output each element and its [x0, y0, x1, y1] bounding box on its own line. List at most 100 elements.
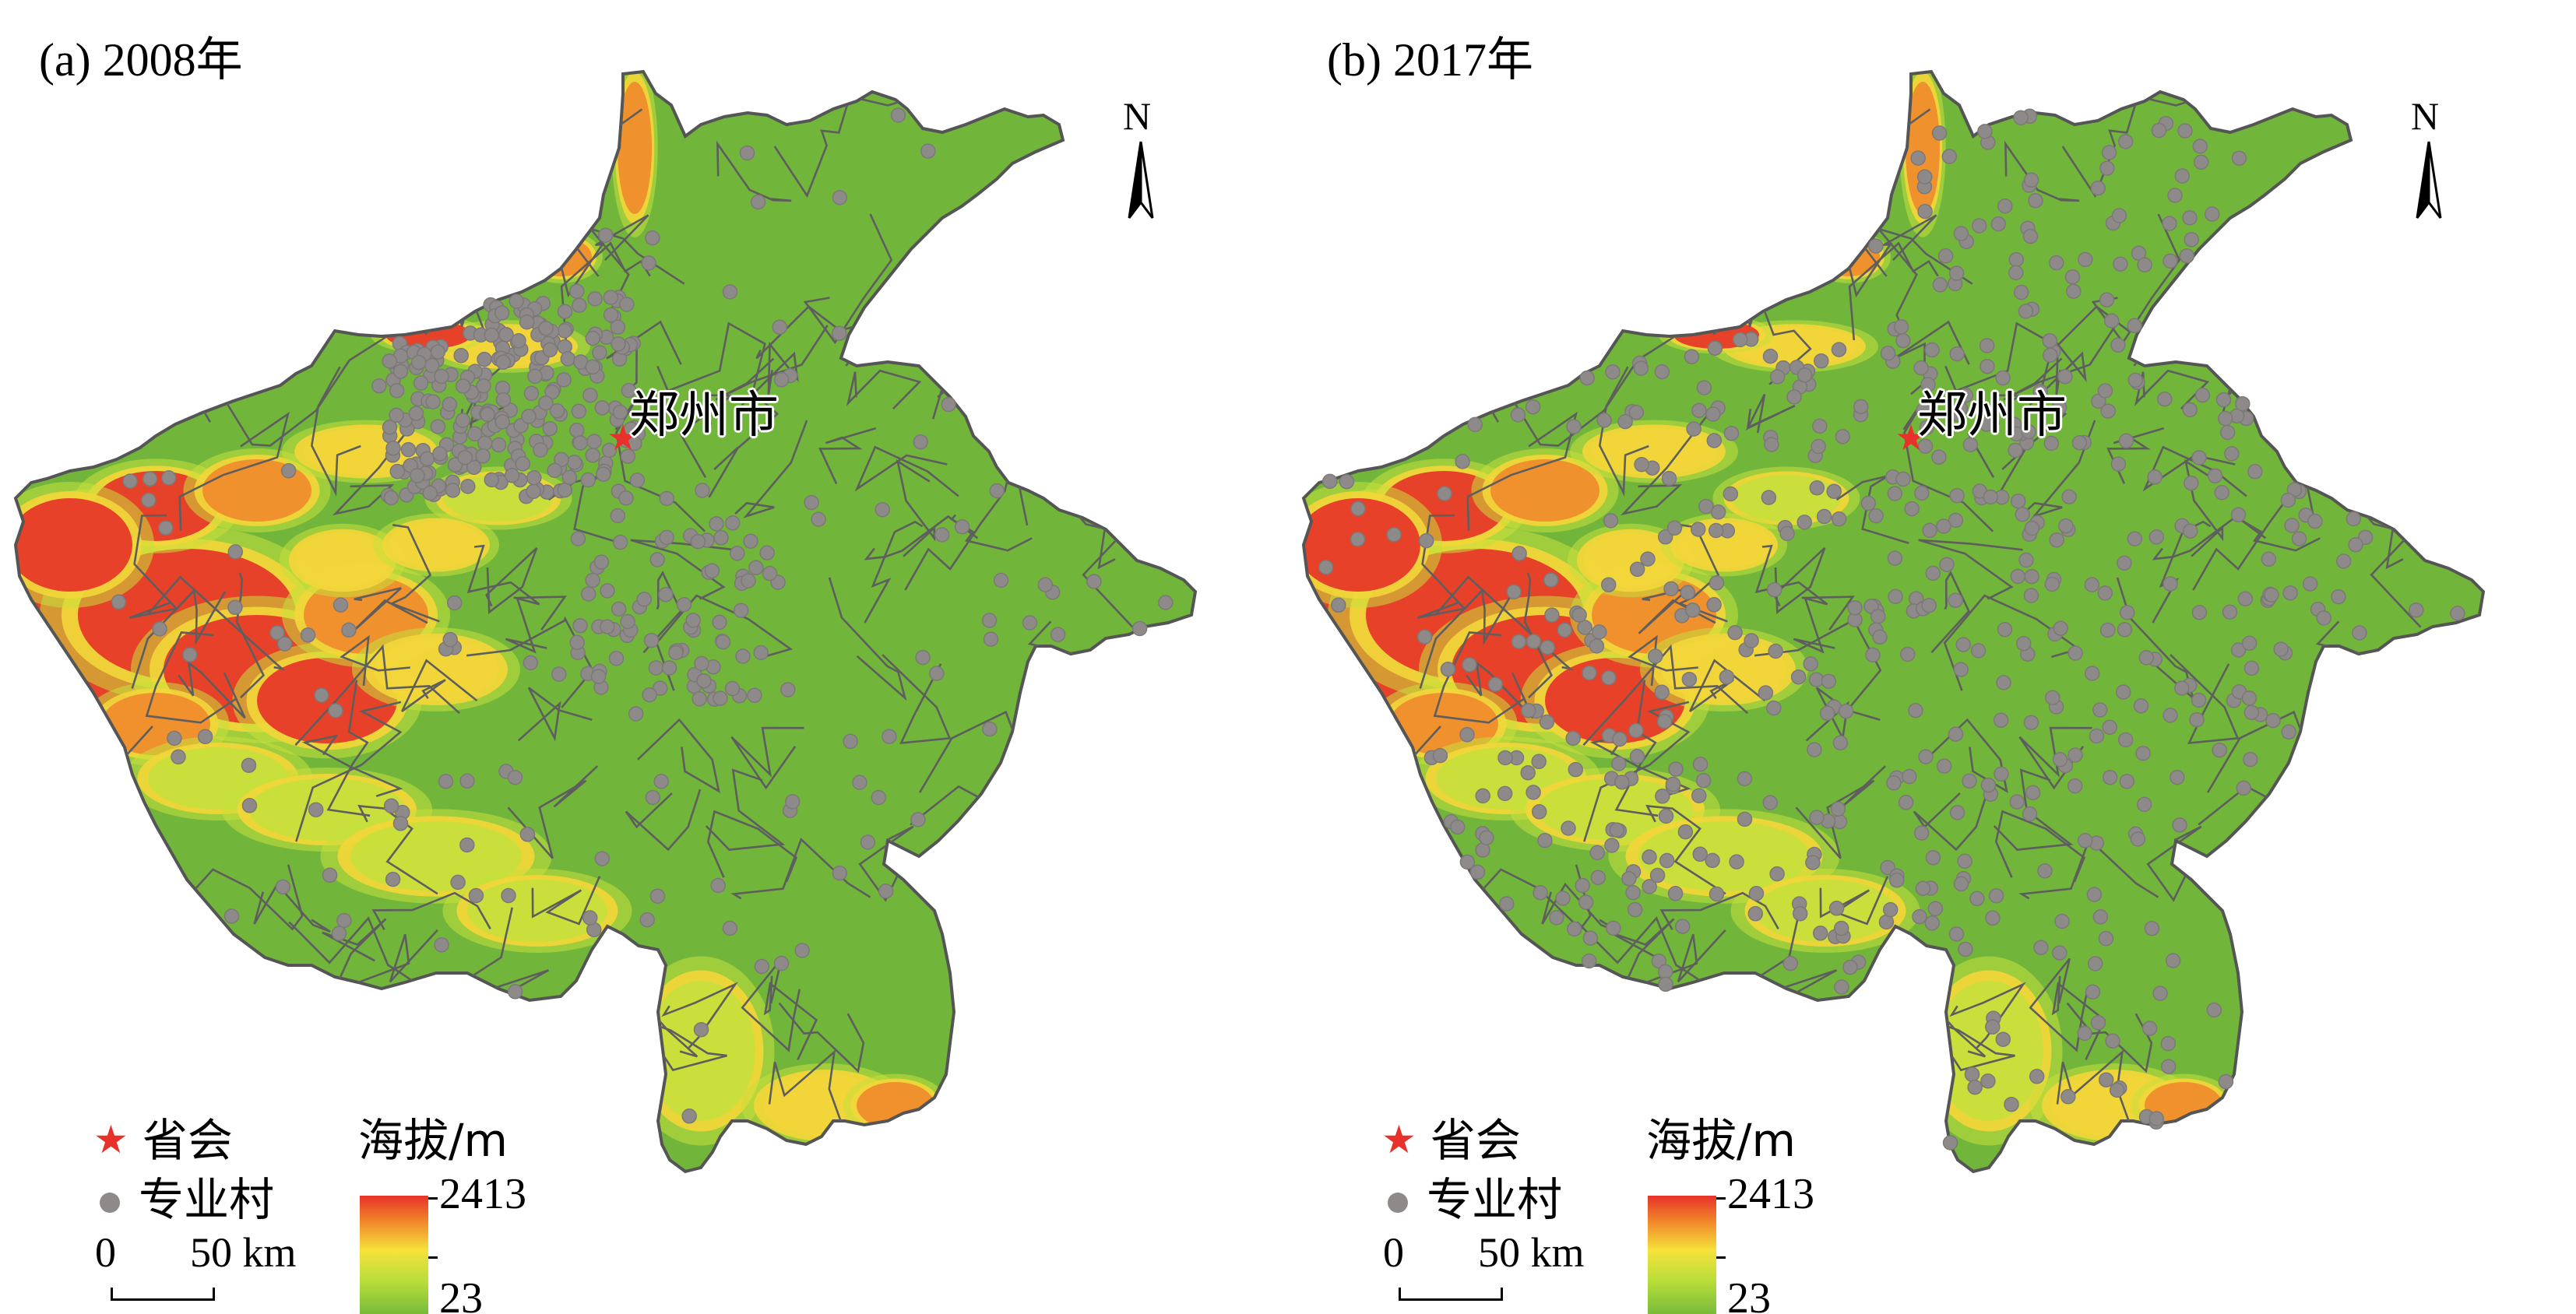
village-point [2243, 704, 2260, 721]
village-point [2230, 642, 2247, 658]
village-point [636, 592, 652, 607]
county-boundary [2018, 726, 2092, 790]
village-point [1969, 891, 1985, 907]
county-boundary [1576, 916, 1733, 1003]
village-point [460, 479, 476, 494]
county-boundary [1783, 72, 1817, 93]
village-points [1318, 108, 2465, 1151]
village-point [453, 347, 469, 364]
county-boundary [734, 420, 808, 518]
village-point [989, 483, 1005, 499]
village-point [1994, 766, 2009, 782]
village-point [2097, 585, 2113, 601]
village-point [2177, 123, 2193, 139]
village-point [507, 984, 523, 1000]
village-point [1904, 501, 1920, 517]
village-point [1812, 418, 1828, 434]
county-boundary [1417, 514, 1467, 619]
village-point [1690, 522, 1706, 537]
village-point [982, 721, 998, 737]
village-point [557, 482, 572, 498]
county-boundary [77, 82, 146, 136]
village-point [1797, 515, 1812, 530]
village-point [620, 448, 636, 464]
elevation-legend: 海拔/m 2413 23 [358, 1104, 561, 1314]
village-point [739, 145, 755, 161]
village-point [1910, 150, 1926, 166]
village-point [2053, 620, 2068, 636]
village-point [1979, 338, 1995, 353]
county-boundary [1419, 588, 1515, 689]
county-boundary [1614, 680, 1659, 817]
county-boundary [129, 514, 179, 619]
county-boundary [1930, 571, 1970, 654]
elevation-max: 2413 [1727, 1170, 1814, 1218]
village-point [1895, 471, 1911, 487]
capital-star-icon: ★ [607, 418, 639, 458]
village-point [743, 533, 758, 550]
legend-capital-label: 省会 [1430, 1115, 1521, 1166]
village-point [2110, 456, 2127, 472]
county-boundary [655, 594, 794, 691]
village-point [2051, 399, 2067, 416]
village-point [476, 378, 491, 394]
village-point [501, 887, 516, 904]
village-point [590, 669, 607, 684]
village-point [1953, 226, 1969, 241]
village-point [383, 798, 399, 814]
county-boundary [16, 1105, 35, 1172]
county-boundary [1096, 922, 1160, 970]
village-point [1937, 248, 1954, 264]
village-point [1533, 884, 1548, 901]
village-point [1941, 149, 1958, 164]
village-point [1917, 438, 1934, 454]
county-boundary [2004, 140, 2080, 202]
village-point [1692, 846, 1708, 863]
village-point [1962, 773, 1977, 789]
village-point [831, 325, 847, 341]
terrain-patch [16, 498, 132, 592]
village-point [661, 660, 677, 676]
county-boundary [559, 214, 649, 298]
county-boundary [1918, 539, 2023, 600]
village-point [1606, 920, 1621, 936]
village-point [1880, 346, 1896, 361]
village-point [2084, 577, 2100, 592]
village-point [2022, 806, 2038, 822]
county-boundary [310, 366, 361, 497]
county-boundary [1628, 634, 1698, 687]
village-point [2102, 719, 2117, 736]
county-boundary [495, 72, 529, 93]
village-point [811, 511, 826, 527]
village-point [314, 687, 329, 703]
village-point [2157, 391, 2173, 407]
village-point [551, 666, 567, 682]
village-point [556, 372, 572, 388]
village-point [2077, 833, 2093, 848]
village-point [748, 560, 764, 575]
terrain-patch [304, 428, 428, 475]
village-point [580, 586, 596, 602]
county-boundary [146, 575, 286, 671]
village-point [2064, 269, 2081, 285]
village-point [1786, 389, 1802, 405]
village-point [509, 293, 524, 309]
village-point [1706, 433, 1723, 448]
county-boundary [1993, 768, 2074, 851]
village-point [1657, 529, 1673, 545]
village-point [1809, 810, 1825, 825]
village-point [1727, 624, 1743, 641]
village-point [1540, 639, 1556, 655]
village-point [572, 297, 587, 314]
village-point [498, 327, 514, 343]
village-point [182, 647, 198, 662]
village-point [1605, 364, 1621, 380]
village-point [2117, 732, 2134, 748]
village-point [2179, 248, 2195, 264]
village-point [724, 680, 741, 697]
panel-title: (a) 2008年 [39, 34, 243, 86]
county-boundary [1689, 659, 1766, 712]
village-point [2241, 690, 2258, 706]
village-point [1758, 685, 1774, 701]
village-point [1842, 959, 1858, 975]
